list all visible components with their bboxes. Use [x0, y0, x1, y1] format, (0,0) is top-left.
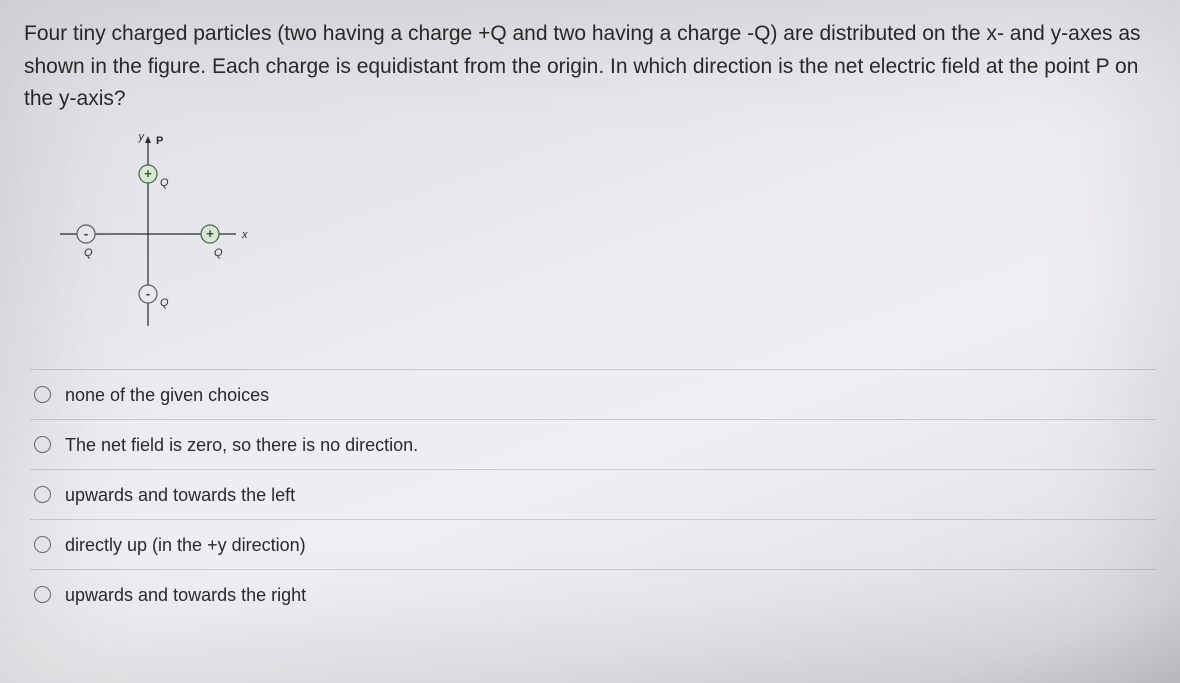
choice-row[interactable]: upwards and towards the right: [30, 569, 1156, 619]
svg-text:Q: Q: [160, 297, 169, 309]
svg-text:Q: Q: [214, 247, 223, 259]
svg-text:+: +: [144, 166, 152, 181]
choice-row[interactable]: The net field is zero, so there is no di…: [30, 419, 1156, 469]
radio-icon[interactable]: [34, 386, 51, 403]
choice-label: The net field is zero, so there is no di…: [65, 435, 418, 456]
charges-diagram: xyP+Q-Q-Q+Q: [38, 124, 258, 334]
radio-icon[interactable]: [34, 536, 51, 553]
svg-text:x: x: [241, 229, 248, 241]
choice-row[interactable]: directly up (in the +y direction): [30, 519, 1156, 569]
choice-label: upwards and towards the left: [65, 485, 295, 506]
choices-list: none of the given choices The net field …: [24, 369, 1156, 619]
svg-text:-: -: [84, 226, 88, 241]
question-text: Four tiny charged particles (two having …: [24, 18, 1156, 116]
svg-text:Q: Q: [160, 177, 169, 189]
choice-label: upwards and towards the right: [65, 585, 306, 606]
choice-label: none of the given choices: [65, 385, 269, 406]
svg-text:Q: Q: [84, 247, 93, 259]
page-root: Four tiny charged particles (two having …: [0, 0, 1180, 683]
radio-icon[interactable]: [34, 586, 51, 603]
radio-icon[interactable]: [34, 486, 51, 503]
choice-row[interactable]: upwards and towards the left: [30, 469, 1156, 519]
svg-text:+: +: [206, 226, 214, 241]
svg-text:-: -: [146, 286, 150, 301]
choice-label: directly up (in the +y direction): [65, 535, 306, 556]
radio-icon[interactable]: [34, 436, 51, 453]
choice-row[interactable]: none of the given choices: [30, 369, 1156, 419]
svg-text:y: y: [138, 131, 146, 143]
figure-container: xyP+Q-Q-Q+Q: [38, 124, 1156, 339]
svg-text:P: P: [156, 135, 163, 147]
